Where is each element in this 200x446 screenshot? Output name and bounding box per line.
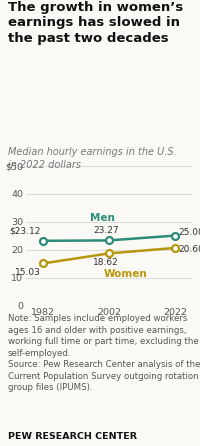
Text: 18.62: 18.62 xyxy=(93,258,119,268)
Text: 23.27: 23.27 xyxy=(93,227,118,235)
Text: 15.03: 15.03 xyxy=(15,268,41,277)
Text: Women: Women xyxy=(104,269,147,279)
Text: The growth in women’s
earnings has slowed in
the past two decades: The growth in women’s earnings has slowe… xyxy=(8,1,183,45)
Text: 20.60: 20.60 xyxy=(179,245,200,254)
Text: Note: Samples include employed workers
ages 16 and older with positive earnings,: Note: Samples include employed workers a… xyxy=(8,314,200,392)
Text: Men: Men xyxy=(90,213,115,223)
Text: $23.12: $23.12 xyxy=(10,227,41,236)
Text: Median hourly earnings in the U.S.
in 2022 dollars: Median hourly earnings in the U.S. in 20… xyxy=(8,147,177,170)
Text: 25.00: 25.00 xyxy=(179,228,200,237)
Text: PEW RESEARCH CENTER: PEW RESEARCH CENTER xyxy=(8,432,137,441)
